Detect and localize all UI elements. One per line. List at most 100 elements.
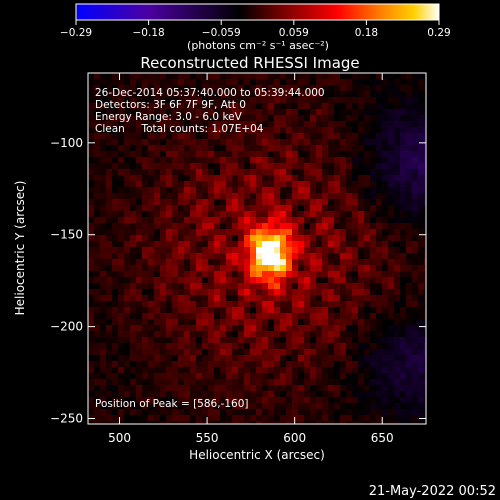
heatmap-cell — [322, 253, 328, 259]
heatmap-cell — [340, 319, 346, 325]
heatmap-cell — [238, 337, 244, 343]
heatmap-cell — [190, 151, 196, 157]
heatmap-cell — [322, 301, 328, 307]
heatmap-cell — [238, 259, 244, 265]
heatmap-cell — [124, 319, 130, 325]
heatmap-cell — [388, 355, 394, 361]
heatmap-cell — [400, 73, 406, 79]
heatmap-cell — [94, 301, 100, 307]
heatmap-cell — [316, 307, 322, 313]
heatmap-cell — [88, 343, 94, 349]
heatmap-cell — [250, 307, 256, 313]
heatmap-cell — [316, 355, 322, 361]
heatmap-cell — [352, 373, 358, 379]
heatmap-cell — [256, 265, 262, 271]
heatmap-cell — [100, 241, 106, 247]
heatmap-cell — [124, 205, 130, 211]
heatmap-cell — [124, 367, 130, 373]
heatmap-cell — [298, 97, 304, 103]
heatmap-cell — [256, 79, 262, 85]
heatmap-cell — [388, 127, 394, 133]
heatmap-cell — [178, 103, 184, 109]
heatmap-cell — [388, 253, 394, 259]
heatmap-cell — [310, 253, 316, 259]
heatmap-cell — [394, 73, 400, 79]
heatmap-cell — [310, 241, 316, 247]
heatmap-cell — [214, 373, 220, 379]
heatmap-cell — [394, 205, 400, 211]
heatmap-cell — [244, 421, 250, 424]
heatmap-cell — [424, 211, 426, 217]
heatmap-cell — [388, 169, 394, 175]
heatmap-cell — [100, 103, 106, 109]
heatmap-cell — [118, 319, 124, 325]
heatmap-cell — [424, 97, 426, 103]
heatmap-cell — [154, 235, 160, 241]
heatmap-cell — [310, 199, 316, 205]
heatmap-cell — [178, 415, 184, 421]
heatmap-cell — [88, 97, 94, 103]
heatmap-cell — [250, 199, 256, 205]
heatmap-cell — [406, 79, 412, 85]
heatmap-cell — [250, 325, 256, 331]
heatmap-cell — [208, 139, 214, 145]
heatmap-cell — [214, 175, 220, 181]
heatmap-cell — [148, 259, 154, 265]
heatmap-cell — [184, 409, 190, 415]
heatmap-cell — [400, 157, 406, 163]
heatmap-cell — [202, 277, 208, 283]
heatmap-cell — [94, 133, 100, 139]
heatmap-cell — [130, 175, 136, 181]
heatmap-cell — [142, 325, 148, 331]
heatmap-cell — [292, 331, 298, 337]
heatmap-cell — [394, 163, 400, 169]
heatmap-cell — [184, 397, 190, 403]
heatmap-cell — [160, 409, 166, 415]
heatmap-cell — [136, 241, 142, 247]
heatmap-cell — [226, 181, 232, 187]
heatmap-cell — [418, 235, 424, 241]
heatmap-cell — [292, 217, 298, 223]
heatmap-cell — [244, 253, 250, 259]
heatmap-cell — [286, 103, 292, 109]
heatmap-cell — [370, 319, 376, 325]
heatmap-cell — [382, 367, 388, 373]
heatmap-cell — [358, 145, 364, 151]
heatmap-cell — [124, 259, 130, 265]
heatmap-cell — [178, 271, 184, 277]
heatmap-cell — [244, 193, 250, 199]
heatmap-cell — [292, 163, 298, 169]
heatmap-cell — [298, 403, 304, 409]
heatmap-cell — [358, 373, 364, 379]
heatmap-cell — [100, 199, 106, 205]
heatmap-cell — [202, 397, 208, 403]
heatmap-cell — [178, 349, 184, 355]
heatmap-cell — [238, 313, 244, 319]
heatmap-cell — [232, 103, 238, 109]
heatmap-cell — [208, 265, 214, 271]
heatmap-cell — [166, 175, 172, 181]
heatmap-cell — [388, 247, 394, 253]
heatmap-cell — [226, 169, 232, 175]
heatmap-cell — [418, 373, 424, 379]
heatmap-cell — [214, 391, 220, 397]
heatmap-cell — [172, 271, 178, 277]
heatmap-cell — [352, 361, 358, 367]
heatmap-cell — [328, 187, 334, 193]
heatmap-cell — [184, 205, 190, 211]
heatmap-cell — [298, 373, 304, 379]
heatmap-cell — [322, 349, 328, 355]
heatmap-cell — [232, 175, 238, 181]
heatmap-cell — [268, 205, 274, 211]
heatmap-cell — [388, 301, 394, 307]
heatmap-cell — [160, 373, 166, 379]
heatmap-cell — [400, 193, 406, 199]
heatmap-cell — [112, 211, 118, 217]
heatmap-cell — [370, 91, 376, 97]
heatmap-cell — [322, 85, 328, 91]
heatmap-cell — [244, 313, 250, 319]
heatmap-cell — [250, 73, 256, 79]
heatmap-cell — [262, 415, 268, 421]
heatmap-cell — [370, 271, 376, 277]
heatmap-cell — [340, 79, 346, 85]
